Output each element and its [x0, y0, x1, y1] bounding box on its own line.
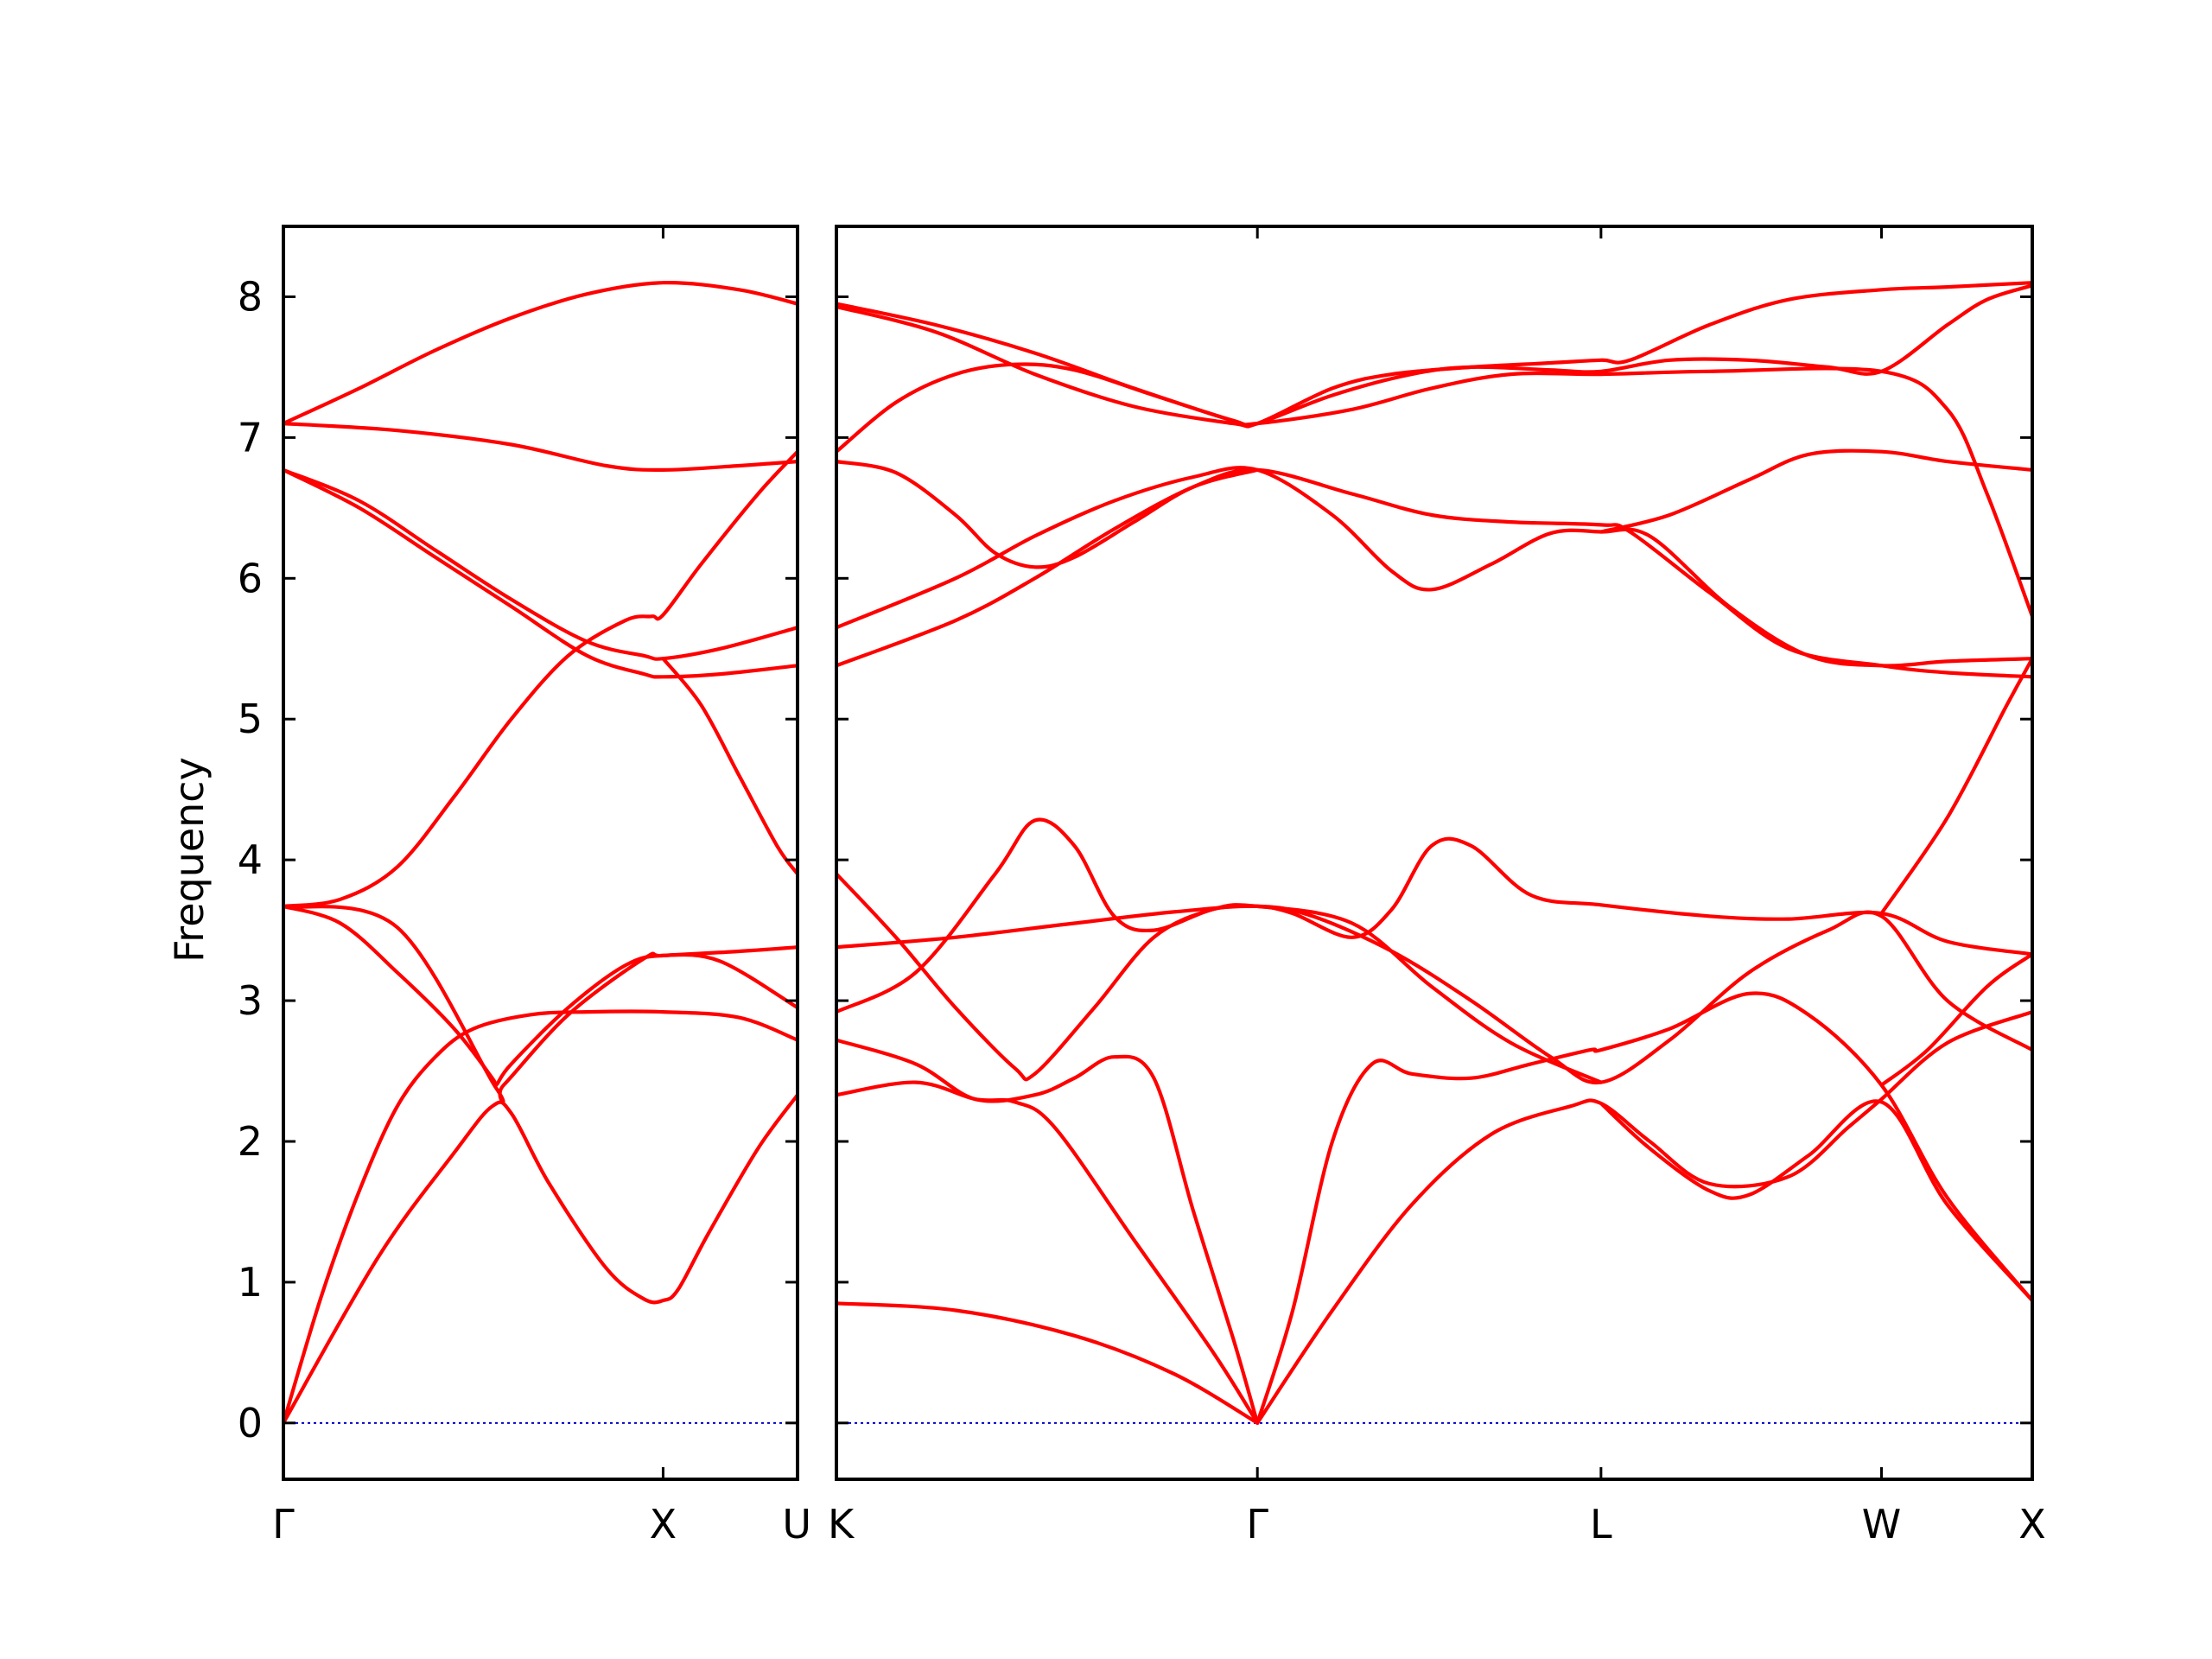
plot-frame	[835, 225, 2034, 1481]
y-axis-label: Frequency	[166, 757, 213, 963]
band-line-13	[836, 466, 2032, 668]
x-tick-label: W	[1862, 1501, 1901, 1548]
band-line-7	[836, 904, 2032, 1085]
y-tick-label: 3	[238, 977, 263, 1024]
x-tick-label: Γ	[272, 1501, 295, 1548]
y-tick-label: 5	[238, 696, 263, 742]
band-line-12	[836, 467, 2032, 679]
y-tick-label: 8	[238, 273, 263, 320]
x-tick-label: X	[650, 1501, 677, 1548]
band-line-11	[1879, 657, 2032, 916]
band-line-18	[836, 281, 2032, 429]
y-tick-label: 6	[238, 555, 263, 601]
band-line-9	[1599, 1099, 2032, 1303]
y-tick-label: 2	[238, 1118, 263, 1165]
band-line-3	[283, 904, 798, 1089]
band-line-1	[283, 1093, 798, 1425]
band-line-9	[283, 281, 798, 426]
y-tick-label: 1	[238, 1259, 263, 1306]
panel-1: 0 1 2 3 4 5 6 7 8 Γ X U	[238, 225, 811, 1548]
x-tick-label: K	[828, 1501, 855, 1548]
band-line-4	[283, 904, 798, 1104]
band-line-16	[836, 362, 2032, 619]
band-line-15	[1599, 448, 2032, 534]
band-line-2	[283, 1009, 798, 1425]
x-tick-label: U	[782, 1501, 811, 1548]
band-line-2	[836, 1080, 1260, 1425]
plot-frame	[282, 225, 799, 1481]
y-tick-label: 4	[238, 836, 263, 883]
x-tick-label: L	[1590, 1501, 1612, 1548]
band-line-4	[1255, 1010, 2032, 1425]
band-line-17	[836, 283, 2032, 429]
band-line-3	[836, 1038, 1260, 1425]
band-line-10	[1879, 952, 2032, 1087]
y-tick-label: 7	[238, 414, 263, 461]
y-tick-label: 0	[238, 1400, 263, 1446]
band-line-6	[283, 467, 798, 661]
band-line-10	[661, 657, 798, 876]
band-line-1	[836, 1301, 1260, 1425]
band-line-8	[836, 872, 1603, 1084]
band-line-5	[283, 449, 798, 908]
band-line-14	[836, 460, 1260, 569]
band-line-7	[283, 467, 798, 679]
band-line-8	[283, 422, 798, 472]
x-tick-label: Γ	[1246, 1501, 1268, 1548]
x-tick-label: X	[2018, 1501, 2046, 1548]
